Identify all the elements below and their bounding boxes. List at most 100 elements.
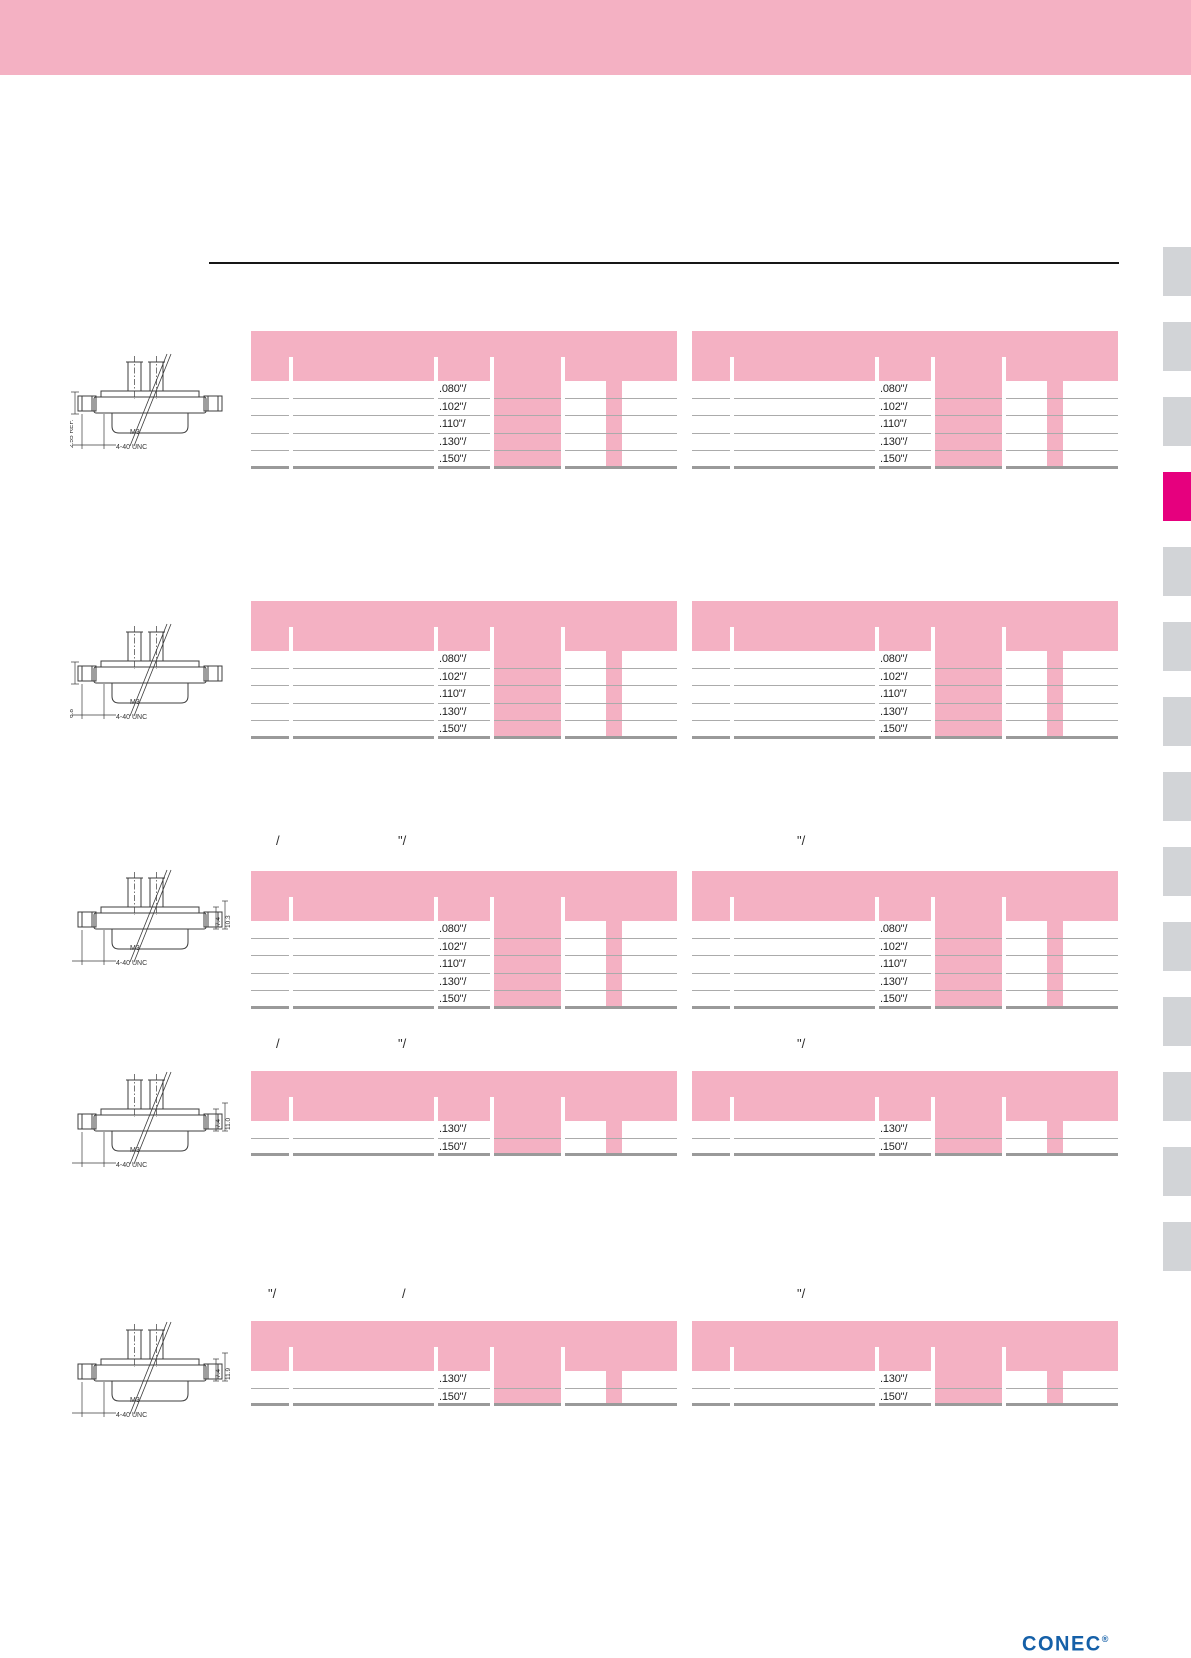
header-cell [935,1097,1002,1121]
table-cell: .130"/ [879,704,931,722]
table-cell [692,1389,730,1407]
right-dim-label-2: 11.9 [225,1367,230,1380]
table-cell [494,956,561,974]
table-row: .130"/ [251,1121,677,1139]
table-cell [494,1121,561,1139]
table-cell: .150"/ [438,1389,490,1407]
register-tab-active [1163,472,1191,521]
table-cell [293,974,434,992]
table-cell [293,721,434,739]
unc-label: 4-40 UNC [116,714,147,721]
table-cell [1006,651,1118,669]
table-cell: .150"/ [879,451,931,469]
table-cell [251,721,289,739]
register-tab [1163,772,1191,821]
header-cell [438,357,490,381]
highlight-column [494,651,561,739]
table-cell [251,686,289,704]
table-cell [293,669,434,687]
register-tab [1163,847,1191,896]
left-dim-label: 2.55 REF. [70,419,75,448]
table-cell [1006,974,1118,992]
thread-label: M3 [130,429,140,436]
table-cell [494,1139,561,1157]
header-cell [494,357,561,381]
table-cell: .130"/ [879,1371,931,1389]
header-cell [494,1347,561,1371]
table-body: .080"/ .102"/ .110"/ .130"/ .150"/ [692,651,1118,739]
table-cell [734,956,875,974]
right-dim-label-2: 11.0 [225,1117,230,1130]
top-banner [0,0,1191,75]
jackpost-right [203,1113,223,1130]
table-row: .150"/ [251,721,677,739]
caption-fragment: "/ [268,1286,277,1301]
table-row: .080"/ [251,381,677,399]
unc-label: 4-40 UNC [116,1412,147,1419]
header-cell [1006,627,1118,651]
caption-fragment: "/ [797,833,806,848]
table-cell [692,991,730,1009]
table-cell [251,1371,289,1389]
table-cell [935,669,1002,687]
table-cell [692,704,730,722]
table-cell [251,416,289,434]
table-cell [692,956,730,974]
table-cell [251,669,289,687]
table-cell [935,956,1002,974]
register-tab [1163,547,1191,596]
thread-label: M3 [130,699,140,706]
connector-drawing: M3 4-40 UNC 7.4 11.9 [72,1321,230,1419]
dimension-value: .150"/ [880,1390,908,1403]
conec-logo: CONEC® [1022,1632,1108,1656]
register-tab [1163,1072,1191,1121]
table-row: .150"/ [251,451,677,469]
table-cell: .130"/ [438,974,490,992]
header-cell [251,897,289,921]
table-header-band [251,1321,677,1347]
table-cell [494,1371,561,1389]
table-cell: .080"/ [438,381,490,399]
header-cell [692,1097,730,1121]
lower-shell [111,682,189,704]
table-row: .110"/ [692,416,1118,434]
dimension-value: .150"/ [439,453,467,466]
table-cell [565,451,677,469]
thread-label: M3 [130,1397,140,1404]
table-cell: .102"/ [879,939,931,957]
table-row: .130"/ [692,434,1118,452]
table-cell [1006,381,1118,399]
table-cell [935,1371,1002,1389]
dimension-value: .102"/ [439,940,467,953]
highlight-column [935,1371,1002,1407]
table-row: .102"/ [692,669,1118,687]
table-cell: .150"/ [879,991,931,1009]
table-cell [935,721,1002,739]
table-row: .130"/ [251,704,677,722]
connector-body [93,396,207,414]
dimension-value: .110"/ [880,418,907,431]
table-cell [293,686,434,704]
header-cell [251,357,289,381]
table-cell: .102"/ [438,939,490,957]
header-cell [438,1097,490,1121]
header-cell [494,627,561,651]
table-cell [565,381,677,399]
highlight-strip [1047,1371,1063,1407]
table-row: .150"/ [251,991,677,1009]
table-cell: .130"/ [438,1121,490,1139]
dimension-value: .110"/ [880,958,907,971]
highlight-strip [606,921,622,1009]
table-cell: .150"/ [879,1139,931,1157]
caption-line: / "/ "/ [0,1036,1191,1052]
header-cell [494,897,561,921]
table-cell: .150"/ [438,991,490,1009]
dimension-value: .150"/ [439,993,467,1006]
table-cell [692,921,730,939]
highlight-column [494,1371,561,1407]
table-cell [1006,1371,1118,1389]
table-cell [494,1389,561,1407]
table-cell [734,399,875,417]
table-cell: .150"/ [438,1139,490,1157]
table-cell [935,651,1002,669]
